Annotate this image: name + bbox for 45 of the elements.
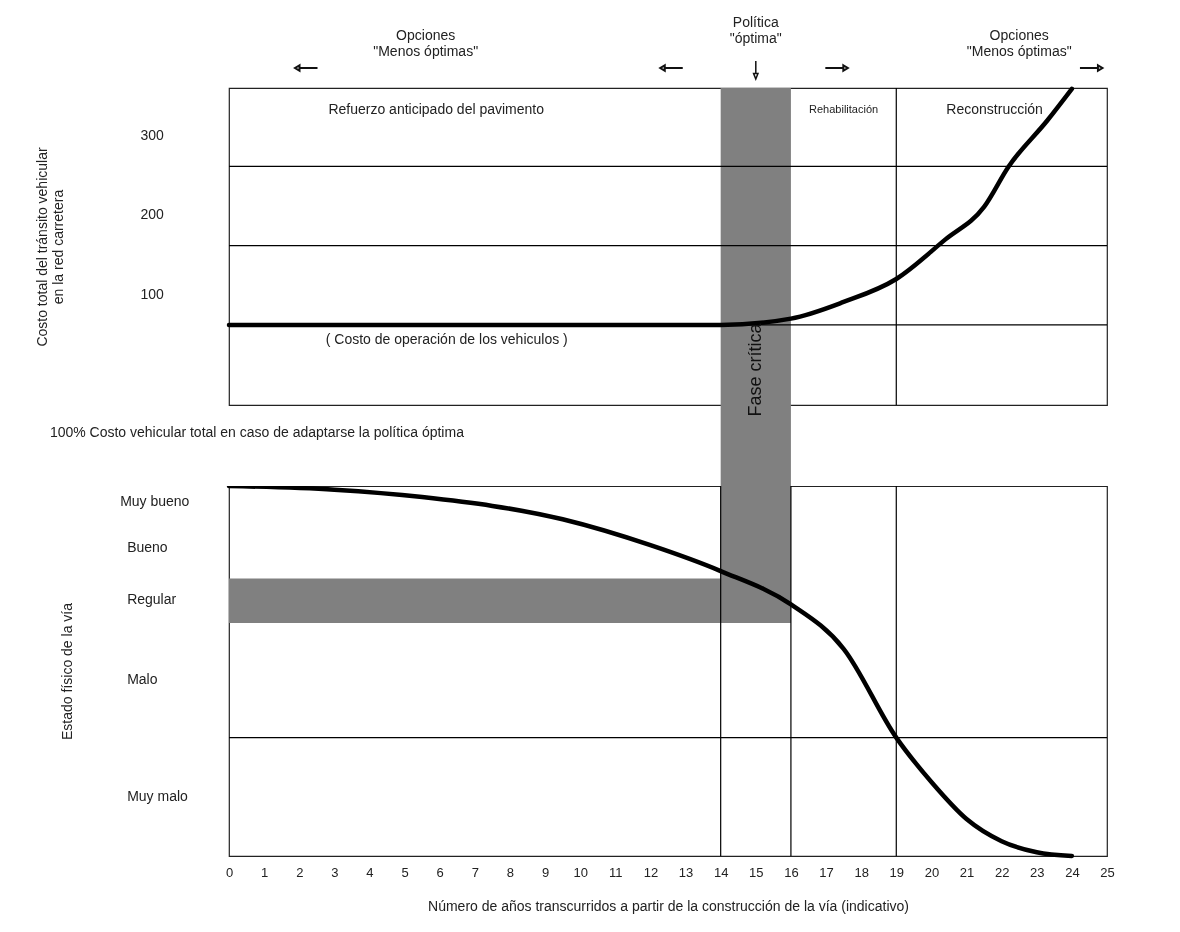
x-tick-label: 15 <box>749 864 764 880</box>
text: Opciones "Menos óptimas" <box>373 27 479 59</box>
x-tick-label: 6 <box>436 864 444 880</box>
annotation: Rehabilitación <box>809 103 879 115</box>
x-tick-label: 11 <box>609 864 623 880</box>
x-tick-label: 2 <box>296 864 304 880</box>
x-axis-title: Número de años transcurridos a partir de la construcción de la vía (indicativo) <box>428 897 909 914</box>
annotation: Reconstrucción <box>946 101 1043 117</box>
text: 100% Costo vehicular total en caso de adaptarse la política óptima <box>49 424 465 440</box>
annotation: ( Costo de operación de los vehiculos ) <box>325 331 568 347</box>
x-tick-label: 24 <box>1065 864 1080 880</box>
text: Muy bueno <box>120 493 190 509</box>
x-tick-label: 1 <box>261 864 269 880</box>
x-tick-label: 17 <box>819 864 834 880</box>
annotation: Refuerzo anticipado del pavimento <box>328 101 545 117</box>
x-tick-label: 23 <box>1030 864 1045 880</box>
x-tick-label: 21 <box>959 864 975 880</box>
x-tick-label: 19 <box>889 864 905 880</box>
y-tick-label: 100 <box>140 285 165 302</box>
x-tick-label: 13 <box>678 864 694 880</box>
x-tick-label: 20 <box>924 864 940 880</box>
y-tick-label: 200 <box>140 206 165 223</box>
x-tick-label: 8 <box>506 864 515 880</box>
x-tick-label: 10 <box>573 864 588 880</box>
x-tick-label: 22 <box>994 864 1010 880</box>
x-tick-label: 7 <box>471 864 479 880</box>
x-tick-label: 4 <box>366 864 374 880</box>
y-tick-label: 300 <box>140 127 165 144</box>
x-tick-label: 25 <box>1100 864 1115 880</box>
y-axis-title: Costo total del tránsito vehicular en la red carretera <box>33 147 66 347</box>
y-axis-title: Estado físico de la vía <box>58 602 75 740</box>
text: Malo <box>127 671 158 687</box>
x-tick-label: 9 <box>541 864 550 880</box>
x-tick-label: 5 <box>401 864 409 880</box>
annotation: Política "óptima" <box>729 14 782 46</box>
text: Opciones "Menos óptimas" <box>966 27 1072 59</box>
text: Bueno <box>127 539 168 555</box>
x-tick-label: 14 <box>713 864 729 880</box>
x-tick-label: 18 <box>854 864 869 880</box>
x-tick-label: 12 <box>643 864 659 880</box>
x-tick-label: 0 <box>225 864 234 880</box>
text: Regular <box>127 591 177 607</box>
x-tick-label: 3 <box>331 864 339 880</box>
x-tick-label: 16 <box>784 864 799 880</box>
text: Muy malo <box>127 788 189 804</box>
